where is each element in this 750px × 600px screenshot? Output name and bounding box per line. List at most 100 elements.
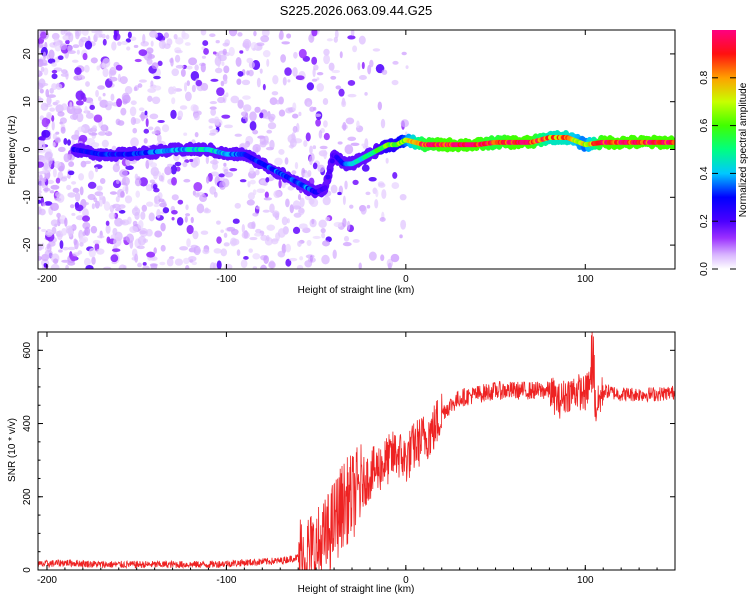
speckle-dot [71, 59, 79, 63]
speckle-dot [44, 201, 53, 206]
speckle-dot [339, 51, 343, 59]
speckle-dot [96, 248, 105, 255]
speckle-dot [118, 209, 126, 214]
speckle-dot [223, 168, 229, 175]
speckle-dot [115, 118, 121, 126]
speckle-dot [171, 68, 180, 77]
speckle-dot [137, 235, 147, 246]
speckle-dot [246, 199, 255, 206]
speckle-dot [325, 216, 331, 222]
speckle-dot [170, 109, 177, 119]
spectral-ridge [70, 129, 675, 199]
speckle-dot [239, 179, 247, 183]
speckle-dot [130, 36, 137, 41]
speckle-dot [88, 247, 96, 258]
speckle-dot [80, 36, 88, 43]
speckle-dot [309, 145, 313, 155]
speckle-dot [209, 101, 218, 105]
speckle-dot [51, 120, 55, 131]
speckle-dot [179, 105, 188, 110]
snr-xtick-label: -200 [37, 575, 57, 586]
speckle-dot [73, 105, 81, 109]
speckle-dot [184, 42, 191, 46]
speckle-dot [130, 116, 137, 126]
speckle-dot [66, 153, 75, 161]
speckle-dot [85, 112, 94, 119]
speckle-dot [347, 93, 357, 98]
speckle-dot [200, 30, 205, 34]
speckle-dot [147, 88, 157, 93]
speckle-dot [150, 80, 154, 87]
speckle-dot [83, 257, 91, 267]
speckle-dot [94, 166, 99, 173]
speckle-dot [94, 200, 100, 209]
speckle-dot [264, 191, 269, 199]
speckle-dot [111, 41, 117, 51]
speckle-dot [272, 75, 279, 85]
speckle-dot [232, 218, 240, 224]
speckle-dot [153, 170, 159, 180]
speckle-dot [192, 230, 199, 240]
speckle-dot [285, 243, 291, 253]
speckle-dot [39, 88, 44, 94]
speckle-dot [277, 250, 286, 258]
speckle-dot [75, 204, 84, 212]
speckle-dot [185, 213, 191, 217]
speckle-dot [146, 201, 154, 207]
speckle-dot [125, 233, 135, 244]
ridge-core [324, 179, 330, 185]
speckle-dot [74, 192, 81, 202]
speckle-dot [350, 30, 355, 36]
speckle-dot [138, 79, 148, 83]
speckle-dot [157, 119, 165, 123]
speckle-dot [242, 38, 252, 49]
speckle-dot [38, 136, 46, 141]
speckle-dot [312, 145, 317, 150]
speckle-dot [209, 132, 216, 136]
speckle-dot [266, 224, 276, 231]
speckle-dot [292, 200, 301, 211]
ridge-core [329, 158, 335, 164]
speckle-dot [149, 113, 159, 120]
speckle-dot [120, 191, 125, 198]
speckle-dot [53, 161, 62, 169]
speckle-dot [252, 144, 261, 153]
speckle-dot [358, 74, 367, 81]
speckle-dot [342, 195, 346, 206]
spectrogram-ytick-label: -10 [22, 190, 33, 205]
figure-title: S225.2026.063.09.44.G25 [280, 3, 433, 18]
speckle-dot [289, 257, 298, 262]
speckle-dot [221, 61, 225, 66]
speckle-dot [387, 262, 392, 269]
speckle-dot [380, 118, 386, 129]
speckle-dot [194, 132, 199, 138]
speckle-dot [154, 32, 158, 38]
speckle-dot [372, 48, 381, 52]
speckle-dot [298, 48, 307, 59]
speckle-dot [173, 33, 178, 40]
speckle-dot [228, 30, 238, 37]
speckle-dot [125, 165, 134, 171]
speckle-dot [74, 67, 82, 76]
snr-ytick-label: 0 [22, 567, 33, 573]
speckle-dot [391, 79, 399, 86]
speckle-dot [212, 158, 218, 165]
speckle-dot [87, 181, 97, 189]
speckle-dot [222, 178, 230, 188]
speckle-dot [399, 234, 403, 239]
speckle-dot [114, 217, 123, 227]
speckle-dot [202, 40, 209, 47]
speckle-dot [38, 243, 42, 251]
speckle-dot [350, 142, 360, 147]
speckle-dot [55, 99, 60, 104]
speckle-dot [220, 80, 225, 87]
speckle-dot [200, 230, 209, 235]
speckle-dot [82, 208, 89, 218]
speckle-dot [51, 62, 57, 67]
speckle-dot [57, 55, 64, 61]
speckle-dot [269, 139, 275, 150]
speckle-dot [246, 70, 250, 76]
speckle-dot [297, 193, 302, 201]
speckle-dot [293, 51, 298, 59]
speckle-dot [193, 156, 200, 167]
